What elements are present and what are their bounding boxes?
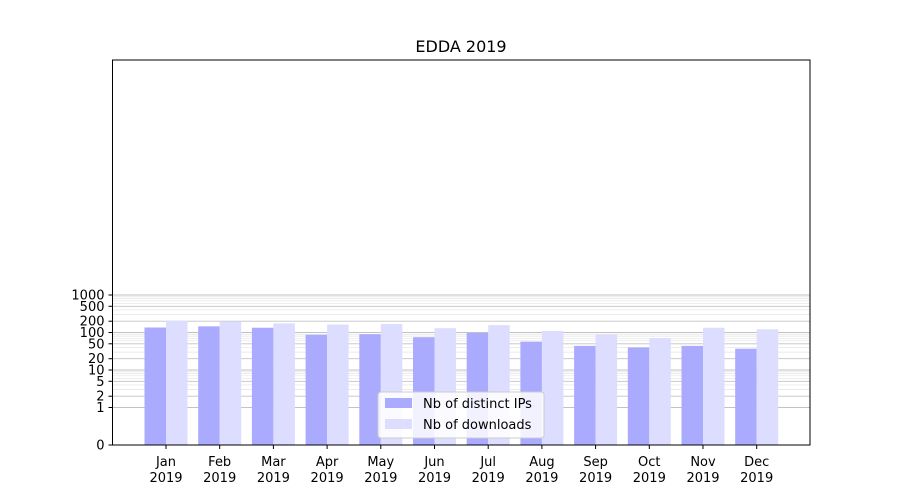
plot-frame — [112, 59, 811, 446]
y-tick-label: 0 — [96, 439, 104, 454]
legend-swatch — [385, 398, 412, 408]
x-axis: Jan2019Feb2019Mar2019Apr2019May2019Jun20… — [149, 445, 773, 486]
y-tick-label: 10 — [88, 364, 105, 379]
bar-downloads — [327, 324, 349, 445]
legend-box — [377, 391, 545, 439]
bar-distinct-ips — [305, 334, 328, 445]
y-tick-label: 2 — [96, 390, 104, 405]
bar-downloads — [649, 338, 671, 445]
x-tick-label-month: Jan — [155, 455, 176, 470]
y-tick-label: 200 — [80, 315, 105, 330]
x-tick-label-year: 2019 — [633, 471, 666, 486]
bar-downloads — [595, 334, 618, 445]
x-tick-label-year: 2019 — [257, 471, 290, 486]
x-tick-label-year: 2019 — [311, 471, 344, 486]
legend-swatch — [385, 419, 412, 429]
bar-distinct-ips — [198, 326, 220, 445]
bar-downloads — [756, 329, 779, 445]
x-tick-label-month: Apr — [316, 455, 339, 470]
x-tick-label-month: Mar — [261, 455, 286, 470]
y-tick-label: 20 — [88, 352, 105, 367]
bar-distinct-ips — [627, 347, 650, 445]
x-tick-label-month: Oct — [638, 455, 660, 470]
bar-distinct-ips — [681, 345, 703, 445]
legend: Nb of distinct IPs Nb of downloads — [377, 391, 545, 439]
bar-distinct-ips — [574, 345, 596, 445]
x-tick-label-month: Nov — [690, 455, 716, 470]
y-tick-label: 50 — [88, 337, 105, 352]
legend-label: Nb of distinct IPs — [423, 397, 532, 412]
x-tick-label-year: 2019 — [364, 471, 397, 486]
y-tick-label: 1 — [96, 401, 104, 416]
bar-distinct-ips — [359, 334, 381, 445]
x-tick-label-year: 2019 — [740, 471, 773, 486]
bar-distinct-ips — [735, 348, 757, 445]
x-tick-label-month: Feb — [208, 455, 231, 470]
bar-downloads — [273, 323, 295, 445]
x-tick-label-year: 2019 — [472, 471, 505, 486]
x-tick-label-year: 2019 — [525, 471, 558, 486]
x-tick-label-year: 2019 — [579, 471, 612, 486]
y-tick-label: 1000 — [71, 289, 104, 304]
x-tick-label-month: Sep — [583, 455, 608, 470]
y-tick-label: 500 — [80, 300, 105, 315]
x-tick-label-month: Aug — [529, 455, 554, 470]
x-tick-label-month: Jul — [479, 455, 496, 470]
bar-downloads — [541, 330, 564, 445]
bar-distinct-ips — [144, 327, 166, 445]
y-tick-label: 100 — [80, 326, 105, 341]
x-tick-label-month: May — [367, 455, 394, 470]
bar-distinct-ips — [251, 327, 274, 445]
x-tick-label-month: Dec — [744, 455, 769, 470]
chart-title: EDDA 2019 — [415, 37, 506, 56]
x-tick-label-year: 2019 — [418, 471, 451, 486]
x-tick-label-year: 2019 — [203, 471, 236, 486]
bar-downloads — [703, 327, 725, 445]
legend-label: Nb of downloads — [423, 418, 532, 433]
y-tick-label: 5 — [96, 375, 104, 390]
x-tick-label-year: 2019 — [686, 471, 719, 486]
bar-downloads — [166, 320, 188, 445]
x-tick-label-month: Jun — [423, 455, 444, 470]
bar-downloads — [219, 321, 242, 445]
x-tick-label-year: 2019 — [149, 471, 182, 486]
